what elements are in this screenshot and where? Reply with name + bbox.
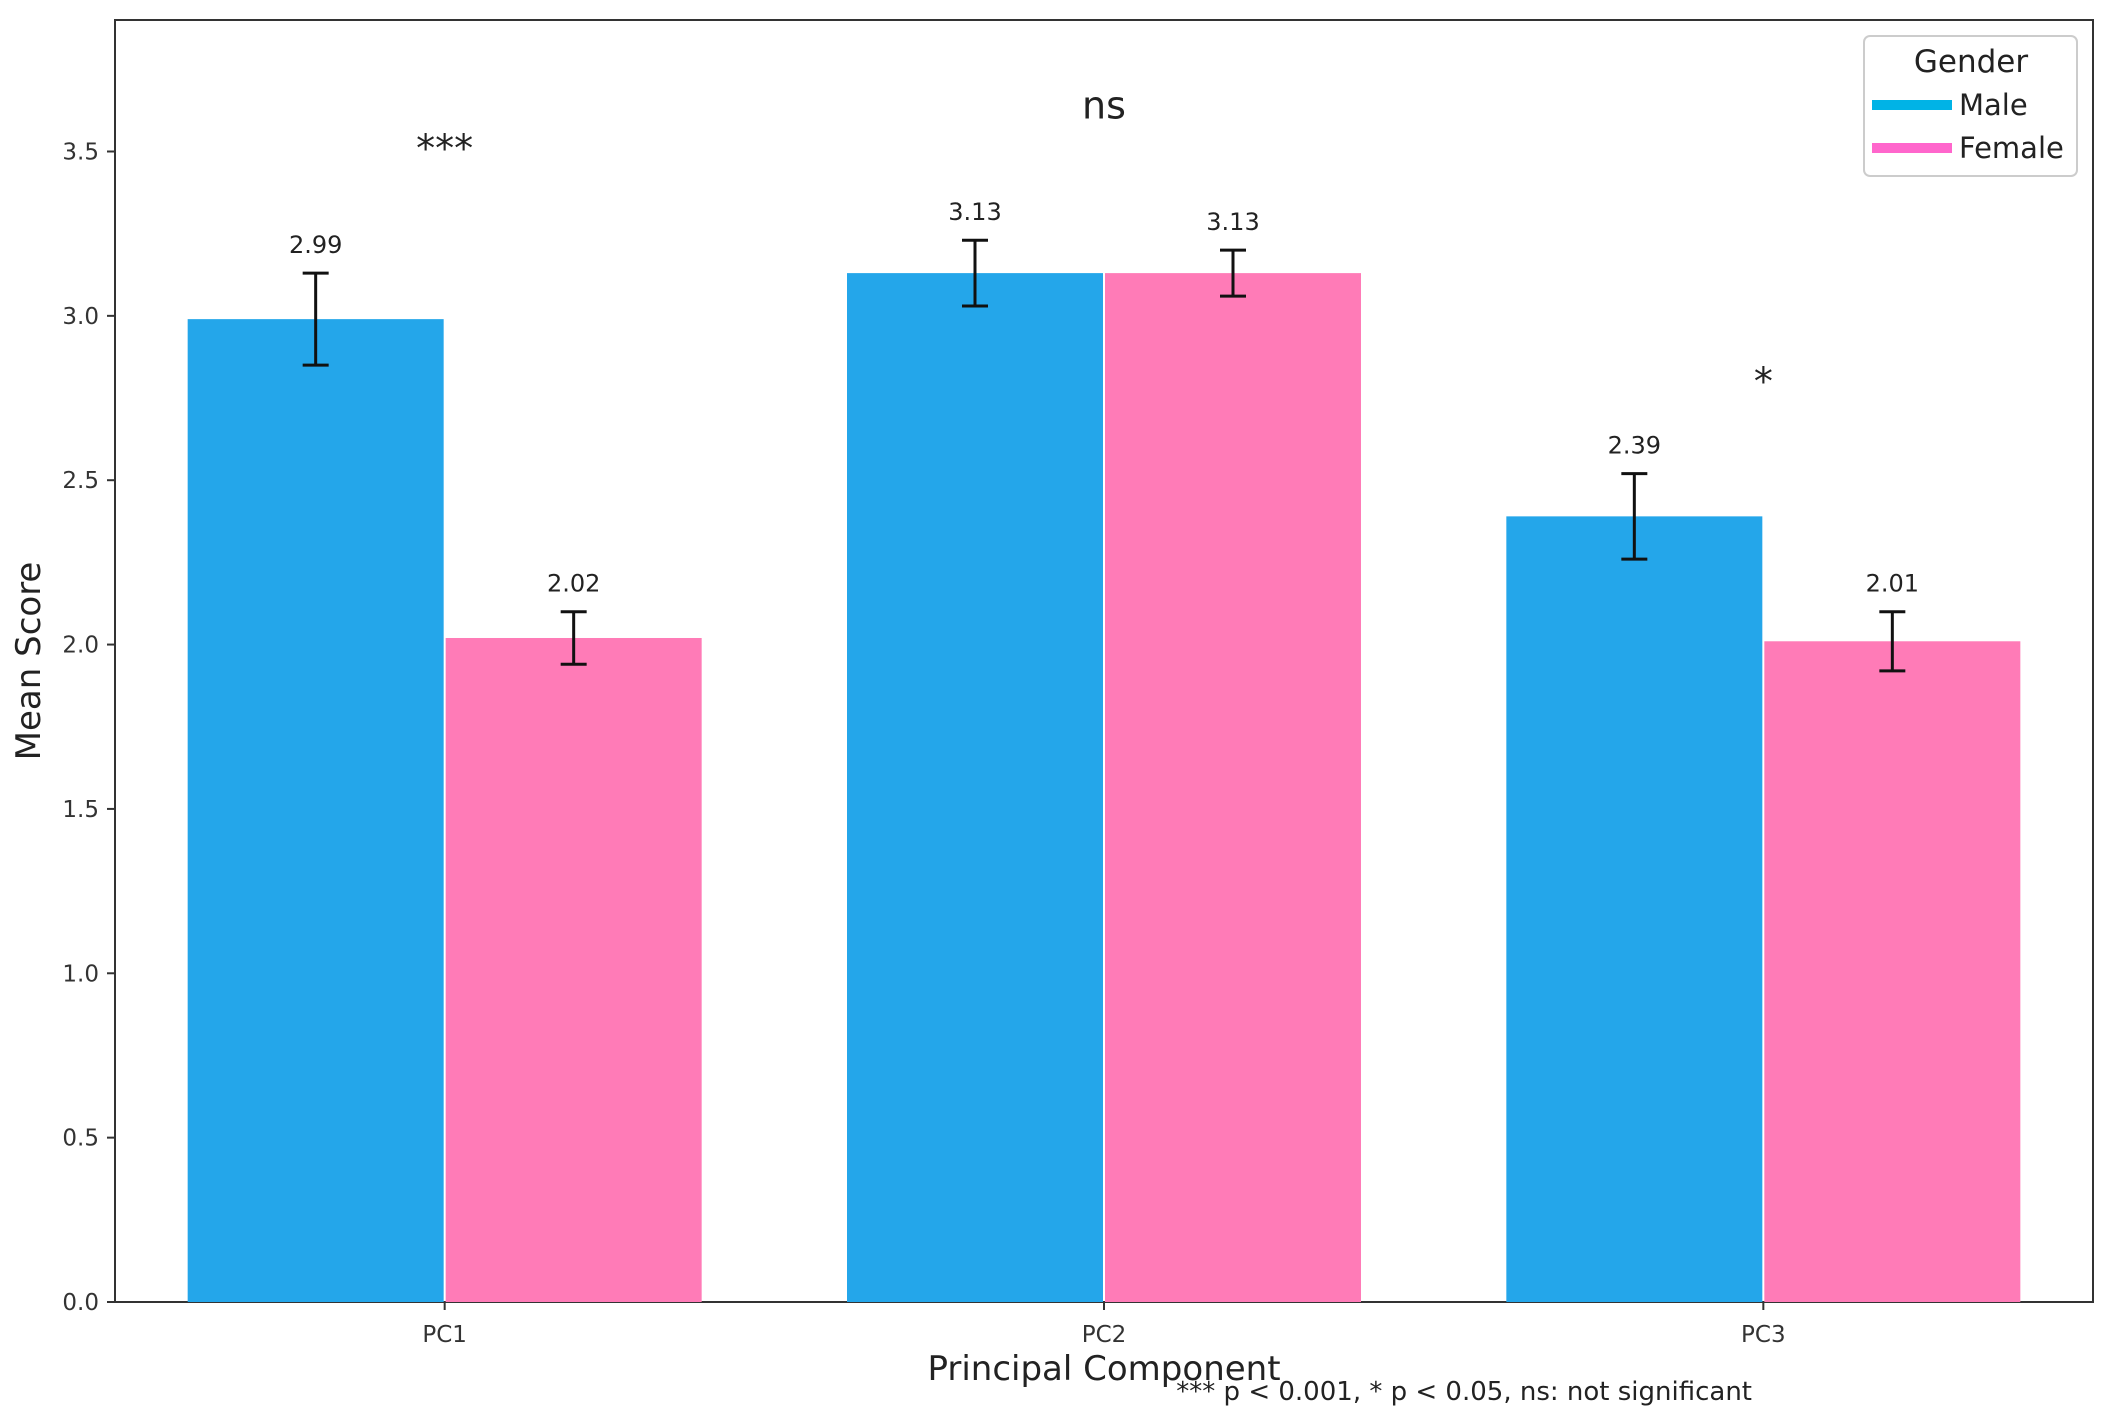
- legend-title: Gender: [1914, 44, 2028, 80]
- y-tick-label: 3.5: [62, 139, 99, 165]
- data-label: 2.99: [289, 231, 342, 259]
- x-axis-label: Principal Component: [927, 1349, 1280, 1389]
- legend-box: [1863, 35, 2078, 177]
- bar-male-pc1: [187, 319, 444, 1303]
- x-tick-label: PC3: [1741, 1322, 1786, 1348]
- x-axis: PC1 PC2 PC3: [422, 1302, 1786, 1348]
- x-tick-label: PC1: [422, 1322, 467, 1348]
- y-tick-label: 2.5: [62, 468, 99, 494]
- legend-swatch-male: [1872, 100, 1952, 110]
- y-tick-label: 1.5: [62, 797, 99, 823]
- bar-male-pc2: [847, 273, 1103, 1303]
- legend-swatch-female: [1872, 143, 1952, 153]
- significance-label: ns: [1082, 84, 1126, 128]
- bar-male-pc3: [1506, 516, 1763, 1302]
- y-tick-label: 1.0: [62, 961, 99, 987]
- bar-female-pc1: [445, 637, 702, 1302]
- bars-group: [187, 273, 2021, 1303]
- significance-group: *** ns *: [416, 84, 1773, 404]
- data-label: 2.01: [1866, 570, 1919, 598]
- data-label: 2.02: [547, 570, 600, 598]
- data-label: 2.39: [1608, 432, 1661, 460]
- error-bars-group: [302, 238, 1906, 673]
- data-label: 3.13: [1206, 208, 1259, 236]
- y-tick-label: 3.0: [62, 304, 99, 330]
- legend-label-female: Female: [1959, 131, 2064, 165]
- data-label: 3.13: [948, 198, 1001, 226]
- y-tick-label: 0.5: [62, 1126, 99, 1152]
- y-axis-label: Mean Score: [9, 562, 49, 761]
- bar-female-pc2: [1105, 273, 1361, 1303]
- bar-female-pc3: [1764, 641, 2021, 1302]
- footnote: *** p < 0.001, * p < 0.05, ns: not signi…: [1176, 1377, 1752, 1407]
- data-labels-group: 2.99 2.02 3.13 3.13 2.39 2.01: [289, 198, 1919, 597]
- legend-label-male: Male: [1959, 88, 2028, 122]
- y-tick-label: 2.0: [62, 633, 99, 659]
- y-tick-label: 0.0: [62, 1290, 99, 1316]
- significance-label: ***: [416, 126, 473, 170]
- y-axis: 0.0 0.5 1.0 1.5 2.0 2.5 3.0 3.5: [62, 139, 115, 1316]
- significance-label: *: [1754, 360, 1773, 404]
- x-tick-label: PC2: [1082, 1322, 1127, 1348]
- legend: Gender Male Female: [1863, 35, 2078, 177]
